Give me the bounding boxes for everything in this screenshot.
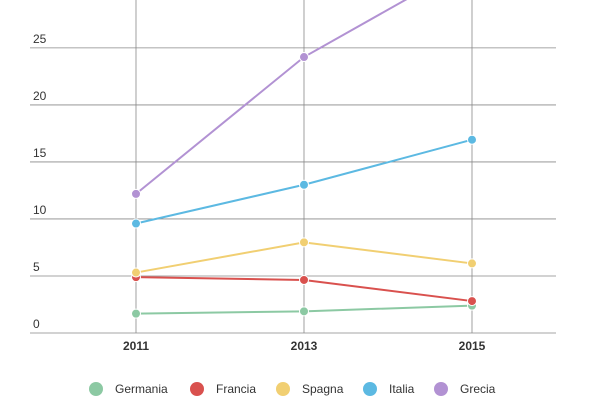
y-tick-label: 25 (33, 32, 47, 46)
data-point (131, 188, 141, 199)
y-tick-label: 0 (33, 317, 40, 331)
legend-marker (89, 382, 103, 396)
legend-label: Grecia (460, 382, 496, 396)
y-tick-label: 10 (33, 203, 47, 217)
data-point (131, 267, 141, 278)
data-point (467, 296, 477, 307)
labels: 0 5 10 15 20 25 2011 2013 2015 Germania Francia Spa… (33, 32, 496, 396)
legend-marker (190, 382, 204, 396)
y-tick-label: 15 (33, 146, 47, 160)
legend-label: Francia (216, 382, 256, 396)
data-point (299, 306, 309, 317)
data-point (299, 274, 309, 285)
data-point (131, 308, 141, 319)
x-tick-label: 2011 (123, 339, 149, 353)
data-point (299, 179, 309, 190)
legend-marker (434, 382, 448, 396)
legend-marker (363, 382, 377, 396)
legend-marker (276, 382, 290, 396)
legend-label: Italia (389, 382, 415, 396)
data-point (467, 258, 477, 269)
y-tick-label: 5 (33, 260, 40, 274)
data-point (299, 52, 309, 63)
grid (30, 0, 556, 334)
y-tick-label: 20 (33, 89, 47, 103)
data-point (299, 237, 309, 248)
data-point (467, 134, 477, 145)
x-tick-label: 2015 (459, 339, 486, 353)
data-point (131, 218, 141, 229)
x-tick-label: 2013 (291, 339, 318, 353)
plot (131, 0, 477, 319)
legend-label: Germania (115, 382, 168, 396)
legend-label: Spagna (302, 382, 344, 396)
